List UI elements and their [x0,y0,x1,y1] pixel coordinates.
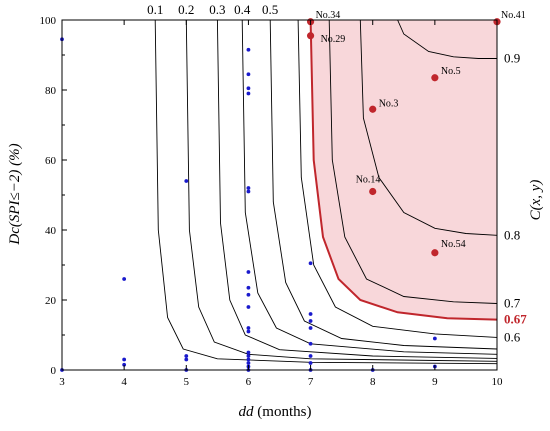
contour-label: 0.2 [178,2,194,17]
y-tick-label: 0 [51,365,57,377]
data-point [122,357,127,362]
data-point [308,341,313,346]
point-label: No.14 [356,175,381,186]
x-axis-variable: dd [239,404,255,420]
contour-label: 0.6 [504,329,521,344]
threshold-label: 0.67 [504,312,527,327]
point-label: No.29 [321,34,346,45]
contour-line [269,19,498,350]
y-tick-label: 80 [45,85,57,97]
contour-line [241,19,498,355]
y2-axis-title: C(x, y) [528,180,544,221]
data-point [246,354,251,358]
x-tick-label: 9 [432,376,438,388]
contour-line [185,19,498,362]
data-point [308,261,313,266]
point-label: No.34 [316,10,341,21]
contour-label: 0.1 [147,2,163,17]
x-axis-unit: (months) [254,404,312,420]
x-tick-label: 7 [308,376,314,388]
y-tick-label: 60 [45,155,57,167]
point-label: No.41 [501,10,526,21]
data-point [122,362,127,367]
data-point [246,305,251,309]
labeled-point [369,187,377,196]
data-point [308,361,313,365]
contour-line [216,19,498,359]
contour-label: 0.4 [234,2,251,17]
data-point [246,361,251,365]
data-point [246,326,251,330]
labeled-point [431,74,439,82]
data-points [60,18,501,372]
data-point [184,179,189,183]
point-label: No.5 [441,66,461,77]
data-point [246,47,251,52]
data-point [122,277,127,281]
data-point [246,186,251,190]
contour-labels: 0.1 0.2 0.3 0.4 0.5 0.6 0.7 0.8 0.9 0.67 No.34 No.2… [147,2,527,344]
high-c-region [310,20,497,320]
threshold-contour [309,19,498,321]
contour-label: 0.7 [504,296,521,311]
y-tick-label: 100 [40,15,57,27]
contour-line [359,19,498,236]
data-point [246,189,251,194]
x-tick-label: 3 [59,376,65,388]
labeled-point [369,105,377,113]
data-point [308,326,313,330]
contour-lines [154,19,498,365]
contour-label: 0.3 [209,2,225,17]
x-tick-label: 8 [370,376,376,388]
data-point [246,329,251,334]
data-point [246,292,251,297]
y-tick-label: 20 [45,295,57,307]
data-point [246,357,251,362]
x-tick-label: 4 [121,376,127,388]
contour-label: 0.5 [262,2,278,17]
data-point [432,336,437,341]
point-label: No.54 [441,239,466,250]
y-tick-label: 40 [45,225,57,237]
contour-label: 0.9 [504,51,520,66]
labeled-point [306,32,315,40]
data-point [308,312,313,316]
labeled-point [431,249,439,257]
data-point [246,91,251,96]
threshold-line [309,19,498,321]
contour-label: 0.8 [504,227,520,242]
data-point [246,350,251,355]
x-tick-label: 6 [246,376,252,388]
shaded-region [310,20,497,320]
point-label: No.3 [379,98,399,109]
data-point [184,354,189,358]
data-point [308,319,313,323]
contour-line [297,19,498,338]
data-point [246,72,251,77]
x-axis-title: dd (months) [239,404,312,420]
x-tick-label: 10 [492,376,504,388]
data-point [246,270,251,274]
data-point [184,357,189,362]
data-point [246,86,251,91]
contour-line [328,19,498,304]
contour-line [397,19,497,59]
x-tick-label: 5 [184,376,190,388]
y-axis-title: Dc(SPI≤−2) (%) [7,143,23,245]
data-point [308,354,313,358]
data-point [246,285,251,290]
